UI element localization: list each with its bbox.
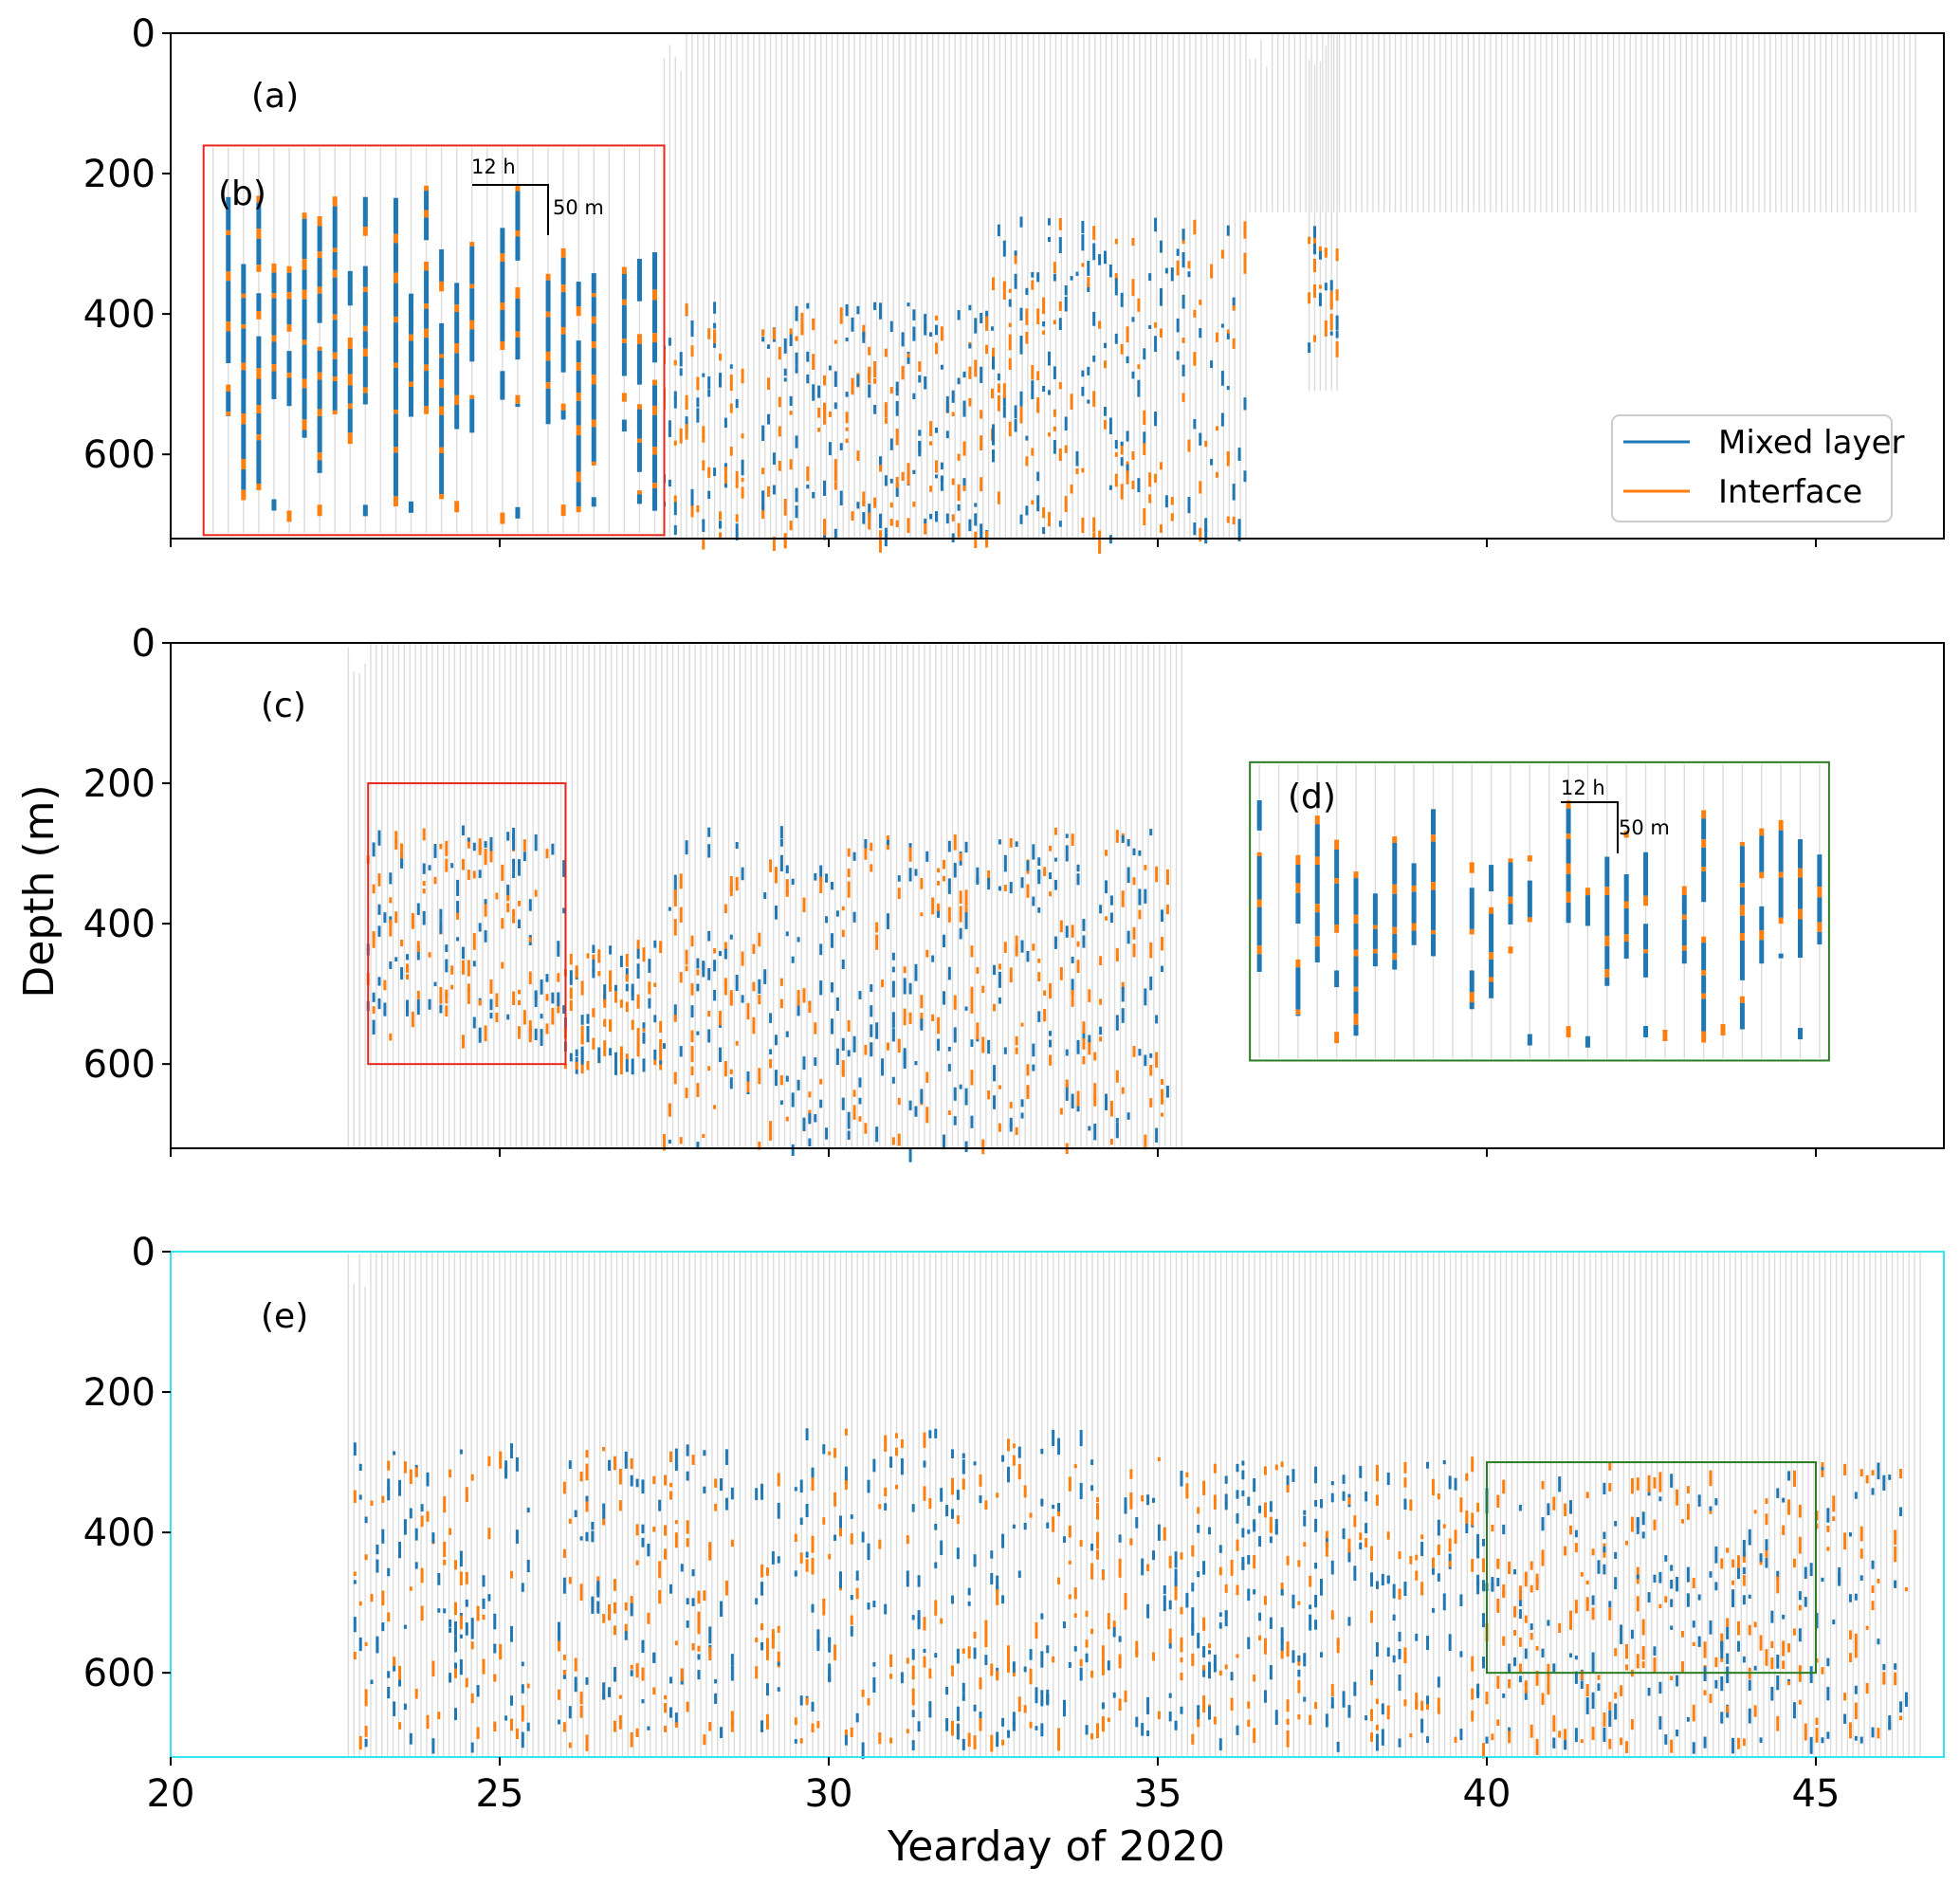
panel-a-ytick-label-200: 200 [83, 153, 156, 196]
inset-b [202, 144, 666, 537]
panel-a-segments-0 [663, 302, 744, 550]
panel-c-ytick-label-200: 200 [83, 762, 156, 806]
inset-b-frame [202, 144, 666, 537]
panel-e-profiles-0 [347, 1252, 1921, 1757]
legend-label-mixed-layer: Mixed layer [1718, 424, 1904, 462]
panel-e-xtick-label-25: 25 [476, 1772, 524, 1816]
panel-a-segments-3 [1308, 226, 1339, 357]
panel-a-profiles-1 [1249, 33, 1916, 212]
panel-e-segments-0 [353, 1442, 530, 1754]
panel-e-highlight-box-0 [1486, 1461, 1817, 1675]
panel-c-segments-1 [563, 940, 663, 1075]
panel-e-ytick-label-400: 400 [83, 1511, 156, 1555]
scale-bar-d [1561, 801, 1619, 853]
inset-d-frame [1249, 760, 1830, 1062]
inset-label-b: (b) [218, 174, 266, 213]
panel-e-xtick-label-20: 20 [147, 1772, 195, 1816]
panel-e-segments-4 [1090, 1456, 1486, 1759]
panel-a-ytick-label-600: 600 [83, 433, 156, 477]
panel-e: 0 200 400 600 20 25 30 35 40 45 (e) [83, 1231, 1945, 1816]
panel-a-ytick-label-400: 400 [83, 293, 156, 337]
panel-a-segments-1 [761, 302, 994, 553]
panel-a: 0 200 400 600 (a) Mixed layer Interface [83, 12, 1945, 555]
scale-depth-b: 50 m [553, 196, 604, 219]
panel-label-c: (c) [261, 687, 306, 725]
panel-e-segments-3 [794, 1428, 1089, 1760]
panel-e-segments-1 [557, 1444, 734, 1751]
panel-a-segments-2 [992, 216, 1247, 555]
panel-e-xtick-label-30: 30 [805, 1772, 853, 1816]
panel-a-profiles-0 [663, 33, 1247, 539]
legend-label-interface: Interface [1718, 473, 1862, 511]
panel-c-segments-2 [663, 826, 1169, 1163]
legend: Mixed layer Interface [1611, 414, 1904, 522]
insets: (b) 12 h 50 m (d) 12 h 50 m [202, 144, 1830, 1062]
panel-a-frame [170, 32, 1945, 540]
inset-d-bg [1250, 761, 1829, 1061]
panel-label-e: (e) [261, 1297, 308, 1336]
inset-b-bg [203, 145, 665, 536]
panel-a-ytick-label-0: 0 [132, 12, 156, 56]
panel-e-plot: 0 200 400 600 20 25 30 35 40 45 [83, 1231, 1945, 1816]
x-axis-title: Yearday of 2020 [887, 1822, 1225, 1871]
scale-time-d: 12 h [1561, 777, 1605, 799]
panel-c-ytick-label-0: 0 [132, 622, 156, 666]
panel-c-plot: 0 200 400 600 [83, 622, 1945, 1163]
panel-a-plot: 0 200 400 600 [83, 12, 1945, 555]
scale-bar-b [472, 184, 549, 235]
panel-c-ytick-label-600: 600 [83, 1043, 156, 1087]
inset-graphics [202, 144, 1830, 1062]
panel-c: 0 200 400 600 (c) [83, 622, 1945, 1163]
panel-e-xtick-label-45: 45 [1792, 1772, 1841, 1816]
panel-c-highlight-box-0 [367, 782, 567, 1066]
panel-e-frame [170, 1251, 1945, 1758]
scale-depth-d: 50 m [1619, 816, 1670, 839]
y-axis-title: Depth (m) [15, 784, 64, 998]
panel-c-frame [170, 642, 1945, 1149]
panel-e-xtick-label-40: 40 [1463, 1772, 1511, 1816]
panel-e-ytick-label-600: 600 [83, 1652, 156, 1695]
panel-e-ytick-label-200: 200 [83, 1371, 156, 1415]
panel-e-ytick-label-0: 0 [132, 1231, 156, 1274]
scale-time-b: 12 h [471, 156, 516, 178]
panel-e-xtick-label-35: 35 [1134, 1772, 1182, 1816]
panel-label-a: (a) [251, 77, 299, 116]
panel-c-ytick-label-400: 400 [83, 903, 156, 946]
inset-label-d: (d) [1288, 778, 1336, 816]
panel-e-segments-2 [755, 1473, 780, 1732]
inset-d [1249, 760, 1830, 1062]
panel-c-profiles-0 [347, 643, 1183, 1148]
